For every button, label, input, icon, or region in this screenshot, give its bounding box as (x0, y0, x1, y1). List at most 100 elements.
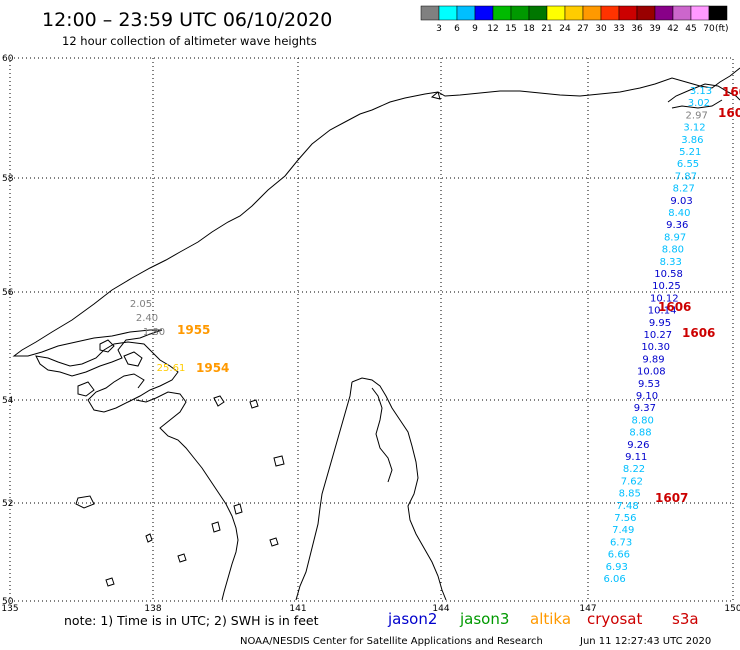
swh-value: 9.89 (642, 354, 664, 365)
island-a (99, 339, 115, 353)
legend-swatch (510, 5, 530, 21)
lon-tick-label: 141 (289, 604, 306, 614)
swh-value: 3.12 (683, 123, 705, 134)
swh-value: 6.73 (610, 537, 632, 548)
legend-label: 15 (505, 24, 516, 34)
island-e (249, 399, 259, 409)
legend-label: 24 (559, 24, 571, 34)
legend-label: 12 (487, 24, 498, 34)
swh-value: 6.93 (606, 562, 628, 573)
sakhalin-inner (371, 387, 393, 483)
swh-value: 8.33 (660, 257, 682, 268)
swh-value: 9.10 (636, 391, 658, 402)
swh-value: 9.36 (666, 220, 688, 231)
amur-coast (135, 391, 239, 601)
legend-swatch (420, 5, 440, 21)
legend-label: 21 (541, 24, 552, 34)
legend-swatch (456, 5, 476, 21)
altimeter-tracks: 3.133.022.97 3.123.865.216.557.87 8.279.03… (130, 85, 740, 585)
okhotsk-north-shore (430, 91, 441, 100)
legend-swatch (582, 5, 602, 21)
island-b (123, 351, 143, 367)
map-title: 12:00 – 23:59 UTC 06/10/2020 (42, 9, 332, 31)
legend-label: 18 (523, 24, 535, 34)
island-f (75, 495, 95, 509)
legend-swatch (708, 5, 728, 21)
swh-value: 25.61 (157, 363, 186, 374)
swh-value: 6.55 (677, 159, 699, 170)
swh-value: 7.49 (612, 525, 634, 536)
lon-tick-label: 138 (144, 604, 161, 614)
legend-label: 70 (703, 24, 715, 34)
swh-value: 7.56 (614, 513, 636, 524)
satellite-label: jason3 (459, 610, 509, 628)
pass-time-label: 1606 (682, 326, 715, 340)
legend-label: 30 (595, 24, 607, 34)
swh-value: 10.25 (652, 281, 681, 292)
island-c (77, 381, 95, 397)
lon-tick-label: 144 (432, 604, 449, 614)
island-k (177, 553, 187, 563)
swh-value: 7.48 (616, 501, 638, 512)
swh-value: 3.86 (681, 135, 703, 146)
legend-swatch (492, 5, 512, 21)
satellite-label: s3a (672, 610, 699, 628)
legend-label: 27 (577, 24, 588, 34)
swh-value: 9.26 (627, 440, 649, 451)
wave-height-legend: 3 6 9 12 15 18 21 24 27 30 33 36 39 42 45 70 (420, 5, 728, 34)
sakhalin-island (295, 377, 447, 601)
legend-swatch (690, 5, 710, 21)
legend-label: 33 (613, 24, 624, 34)
swh-value: 5.21 (679, 147, 701, 158)
legend-label: 3 (436, 24, 442, 34)
footer-note: note: 1) Time is in UTC; 2) SWH is in fe… (64, 613, 319, 628)
swh-value: 2.97 (686, 110, 708, 121)
satellite-label: cryosat (587, 610, 642, 628)
legend-swatch (546, 5, 566, 21)
legend-label: 45 (685, 24, 696, 34)
swh-value: 6.66 (608, 550, 630, 561)
kamchatka-tip (667, 83, 740, 109)
lat-tick-label: 60 (2, 54, 14, 64)
swh-value: 9.53 (638, 379, 660, 390)
swh-value: 8.97 (664, 232, 686, 243)
swh-value: 10.08 (637, 367, 666, 378)
swh-value: 10.27 (643, 330, 672, 341)
swh-value: 7.62 (621, 476, 643, 487)
swh-value: 10.58 (654, 269, 683, 280)
legend-label: 39 (649, 24, 661, 34)
swh-value: 6.06 (603, 574, 625, 585)
lon-tick-label: 147 (579, 604, 596, 614)
coastline (12, 67, 740, 601)
lon-tick-label: 135 (1, 604, 18, 614)
swh-value: 1.80 (143, 327, 165, 338)
lon-tick-label: 150 (724, 604, 740, 614)
swh-value: 8.80 (662, 245, 684, 256)
pass-time-label: 1954 (196, 361, 229, 375)
pass-time-label: 1955 (177, 323, 210, 337)
island-h (273, 455, 285, 467)
map-frame (9, 57, 734, 602)
legend-swatch (474, 5, 494, 21)
swh-value: 9.03 (670, 196, 692, 207)
island-m (105, 577, 115, 587)
swh-value: 9.95 (649, 318, 671, 329)
swh-value: 2.40 (136, 313, 158, 324)
island-g (233, 503, 243, 515)
legend-label: 6 (454, 24, 460, 34)
swh-value: 8.27 (673, 184, 695, 195)
swh-value: 8.40 (668, 208, 690, 219)
map-subtitle: 12 hour collection of altimeter wave hei… (62, 34, 317, 48)
lat-tick-label: 52 (2, 499, 13, 509)
legend-label: 9 (472, 24, 478, 34)
island-l (269, 537, 279, 547)
pass-time-label: 1606 (658, 300, 691, 314)
legend-swatch (528, 5, 548, 21)
swh-value: 8.80 (632, 415, 654, 426)
lat-tick-label: 54 (2, 396, 14, 406)
pass-time-label: 1606 (722, 85, 740, 99)
swh-value: 8.22 (623, 464, 645, 475)
legend-label: 42 (667, 24, 678, 34)
island-d (213, 395, 225, 407)
